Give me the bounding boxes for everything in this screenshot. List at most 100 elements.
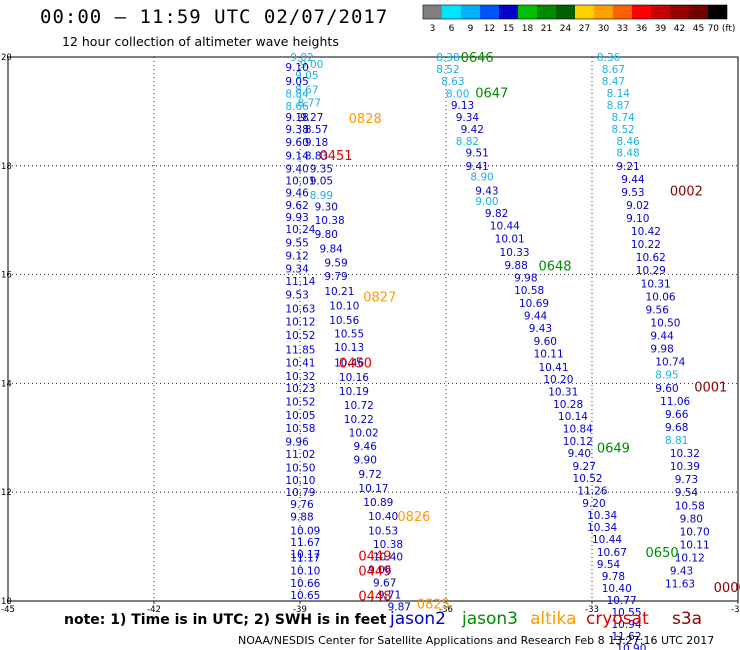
- swh-data-label: 11.17: [290, 552, 320, 564]
- swh-data-label: 9.90: [354, 455, 377, 467]
- pass-time-label: 0649: [597, 442, 630, 457]
- swh-data-label: 8.66: [285, 101, 309, 113]
- swh-data-label: 10.13: [334, 342, 364, 354]
- pass-time-label: 0827: [363, 290, 396, 305]
- swh-data-label: 8.90: [470, 172, 493, 184]
- swh-data-label: 10.50: [650, 317, 680, 329]
- swh-data-label: 10.17: [358, 483, 388, 495]
- pass-time-label: 0826: [397, 510, 430, 525]
- colorbar-label: 27: [579, 24, 590, 34]
- swh-data-label: 8.47: [602, 76, 625, 88]
- swh-data-label: 10.31: [548, 387, 578, 399]
- swh-data-label: 8.84: [285, 88, 309, 100]
- colorbar-label: 24: [560, 24, 572, 34]
- pass-time-label: 0648: [538, 259, 571, 274]
- legend-jason3: jason3: [462, 609, 518, 629]
- swh-data-label: 11.63: [665, 579, 695, 591]
- swh-data-label: 10.16: [339, 372, 369, 384]
- swh-data-label: 9.40: [568, 448, 591, 460]
- swh-data-label: 9.54: [597, 559, 621, 571]
- swh-data-label: 10.62: [636, 252, 666, 264]
- swh-data-label: 10.38: [373, 539, 403, 551]
- swh-data-label: 8.14: [607, 88, 631, 100]
- swh-data-label: 10.74: [655, 357, 685, 369]
- colorbar-label: 36: [636, 24, 648, 34]
- swh-data-label: 10.89: [363, 497, 393, 509]
- swh-data-label: 9.54: [675, 487, 699, 499]
- swh-data-label: 10.09: [290, 525, 320, 537]
- swh-data-label: 10.44: [592, 534, 622, 546]
- swh-data-label: 9.72: [358, 469, 381, 481]
- swh-data-label: 9.71: [378, 589, 401, 601]
- x-tick-label: -42: [147, 605, 161, 615]
- swh-data-label: 10.01: [495, 234, 525, 246]
- plot-frame: [7, 56, 739, 602]
- swh-data-label: 8.74: [611, 112, 635, 124]
- swh-data-label: 10.10: [290, 566, 320, 578]
- swh-data-label: 10.12: [285, 316, 315, 328]
- swh-data-label: 9.43: [529, 323, 552, 335]
- swh-data-label: 9.06: [368, 564, 392, 576]
- swh-data-label: 8.87: [607, 100, 630, 112]
- swh-data-label: 9.44: [650, 331, 674, 343]
- pass-time-label: 0449: [358, 565, 391, 580]
- swh-data-label: 11.62: [611, 631, 641, 643]
- colorbar-swatch: [461, 5, 480, 19]
- swh-data-label: 8.52: [611, 124, 634, 136]
- swh-data-label: 9.98: [514, 272, 537, 284]
- swh-data-label: 8.95: [655, 370, 678, 382]
- swh-data-label: 9.38: [285, 124, 308, 136]
- swh-data-label: 10.41: [285, 358, 315, 370]
- colorbar-swatch: [632, 5, 651, 19]
- swh-data-label: 10.31: [641, 278, 671, 290]
- swh-data-label: 9.18: [305, 137, 328, 149]
- swh-data-label: 10.23: [285, 383, 315, 395]
- swh-data-label: 9.67: [373, 578, 396, 590]
- swh-data-label: 9.00: [300, 59, 323, 71]
- swh-data-label: 9.96: [285, 437, 309, 449]
- swh-data-label: 10.12: [563, 436, 593, 448]
- swh-data-label: 9.79: [324, 271, 347, 283]
- swh-data-label: 10.22: [344, 414, 374, 426]
- swh-data-label: 8.52: [436, 64, 459, 76]
- swh-data-label: 9.42: [461, 124, 484, 136]
- swh-data-label: 10.14: [558, 411, 588, 423]
- colorbar-swatch: [689, 5, 708, 19]
- swh-data-label: 10.55: [334, 328, 364, 340]
- swh-data-label: 9.05: [295, 70, 318, 82]
- swh-data-label: 10.46: [334, 358, 364, 370]
- pass-time-label: 0647: [475, 86, 508, 101]
- swh-data-label: 9.88: [504, 260, 527, 272]
- swh-data-label: 10.70: [680, 526, 710, 538]
- colorbar-label: 39: [655, 24, 667, 34]
- swh-data-label: 10.32: [670, 448, 700, 460]
- swh-data-label: 9.55: [285, 238, 308, 250]
- swh-data-label: 10.41: [538, 362, 568, 374]
- swh-data-label: 9.56: [646, 304, 670, 316]
- swh-data-label: 10.11: [680, 539, 710, 551]
- swh-data-label: 9.00: [475, 196, 498, 208]
- colorbar-swatch: [651, 5, 670, 19]
- swh-data-label: 10.21: [324, 286, 354, 298]
- swh-data-label: 10.67: [597, 547, 627, 559]
- swh-data-label: 9.80: [680, 513, 703, 525]
- swh-data-label: 9.43: [475, 185, 498, 197]
- swh-data-label: 9.66: [665, 409, 689, 421]
- pass-time-label: 0448: [358, 590, 391, 605]
- swh-data-label: 10.01: [285, 175, 315, 187]
- pass-time-label: 0451: [319, 149, 352, 164]
- colorbar-frame: [422, 4, 728, 20]
- swh-data-label: 8.36: [597, 52, 621, 64]
- colorbar-label: 21: [541, 24, 552, 34]
- swh-data-label: 9.51: [465, 148, 488, 160]
- swh-data-label: 9.10: [626, 213, 649, 225]
- swh-data-label: 9.14: [285, 150, 309, 162]
- swh-data-label: 11.26: [577, 486, 607, 498]
- swh-data-label: 10.34: [587, 522, 617, 534]
- swh-data-label: 10.50: [285, 463, 315, 475]
- swh-data-label: 9.46: [285, 187, 309, 199]
- swh-data-label: 8.46: [616, 136, 640, 148]
- swh-data-label: 10.24: [285, 224, 315, 236]
- swh-data-label: 9.53: [285, 290, 308, 302]
